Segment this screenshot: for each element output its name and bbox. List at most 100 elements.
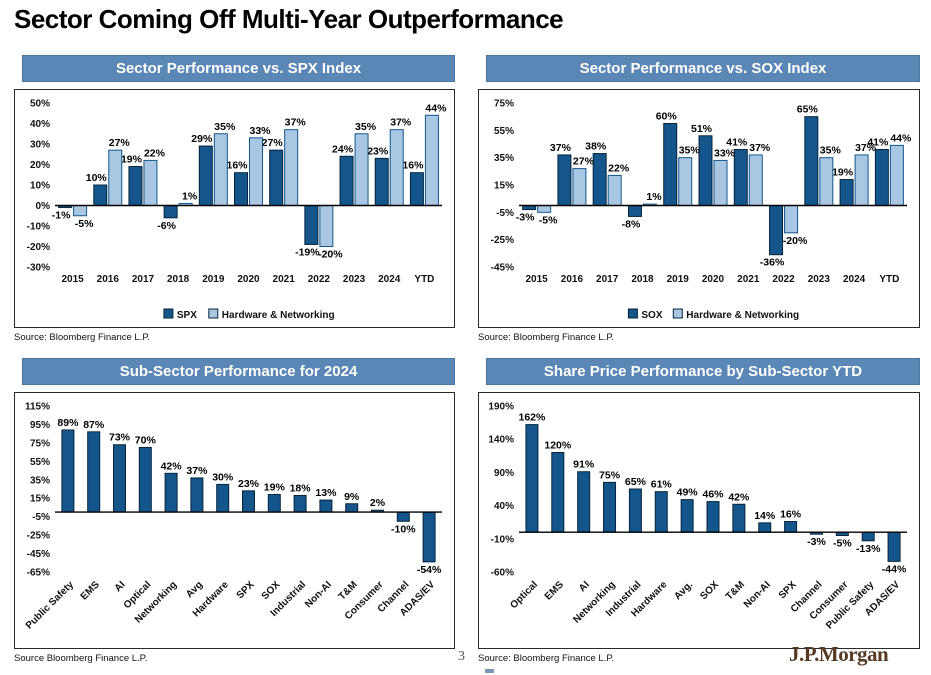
svg-text:140%: 140% bbox=[488, 435, 514, 446]
svg-text:65%: 65% bbox=[797, 104, 819, 116]
svg-text:-19%: -19% bbox=[295, 246, 320, 258]
svg-text:75%: 75% bbox=[599, 469, 621, 481]
bottom-edge-artifact bbox=[485, 669, 494, 673]
page-title: Sector Coming Off Multi-Year Outperforma… bbox=[14, 4, 564, 34]
svg-text:190%: 190% bbox=[488, 402, 514, 413]
svg-text:23%: 23% bbox=[238, 478, 260, 490]
svg-text:Optical: Optical bbox=[508, 579, 540, 611]
svg-text:-5%: -5% bbox=[75, 218, 94, 230]
svg-text:42%: 42% bbox=[161, 460, 183, 472]
chart-panel-spx: 50% 40% 30% 20% 10% 0% -10% -20% -30% -1% 10% 19% -6… bbox=[14, 89, 455, 328]
svg-text:-1%: -1% bbox=[52, 210, 71, 222]
svg-text:19%: 19% bbox=[832, 167, 854, 179]
svg-text:SPX: SPX bbox=[177, 310, 197, 321]
svg-text:22%: 22% bbox=[144, 147, 166, 159]
source-label-subsector-ytd: Source: Bloomberg Finance L.P. bbox=[478, 653, 615, 664]
svg-text:13%: 13% bbox=[315, 487, 337, 499]
svg-text:Hardware & Networking: Hardware & Networking bbox=[686, 310, 799, 321]
svg-text:-20%: -20% bbox=[318, 249, 343, 261]
svg-text:SOX: SOX bbox=[260, 579, 283, 602]
svg-text:-25%: -25% bbox=[27, 531, 50, 542]
svg-text:60%: 60% bbox=[656, 111, 678, 123]
svg-text:2018: 2018 bbox=[167, 274, 190, 285]
svg-text:41%: 41% bbox=[867, 136, 889, 148]
svg-text:-10%: -10% bbox=[27, 222, 50, 233]
svg-text:24%: 24% bbox=[332, 143, 354, 155]
svg-text:44%: 44% bbox=[425, 102, 447, 114]
svg-text:T&M: T&M bbox=[337, 579, 360, 602]
spx-bar-chart: 50% 40% 30% 20% 10% 0% -10% -20% -30% -1% 10% 19% -6… bbox=[27, 99, 447, 322]
svg-text:120%: 120% bbox=[544, 439, 572, 451]
svg-text:49%: 49% bbox=[677, 487, 699, 499]
svg-text:16%: 16% bbox=[402, 160, 424, 172]
chart-panel-subsector-ytd: 190% 140% 90% 40% -10% -60% 162% 120% 91% 75% 65% 6… bbox=[478, 392, 920, 649]
svg-text:-25%: -25% bbox=[491, 235, 514, 246]
svg-text:-5%: -5% bbox=[32, 512, 50, 523]
chart-section-subsector-ytd: Share Price Performance by Sub-Sector YT… bbox=[478, 358, 920, 664]
svg-text:2021: 2021 bbox=[737, 274, 760, 285]
svg-text:33%: 33% bbox=[714, 147, 736, 159]
svg-text:2022: 2022 bbox=[308, 274, 331, 285]
svg-text:51%: 51% bbox=[691, 123, 713, 135]
svg-text:29%: 29% bbox=[191, 133, 213, 145]
svg-text:AI: AI bbox=[113, 579, 128, 594]
svg-text:27%: 27% bbox=[262, 137, 284, 149]
svg-text:87%: 87% bbox=[83, 419, 105, 431]
svg-text:41%: 41% bbox=[726, 136, 748, 148]
svg-text:2018: 2018 bbox=[631, 274, 654, 285]
svg-text:55%: 55% bbox=[494, 126, 514, 137]
svg-text:42%: 42% bbox=[728, 491, 750, 503]
svg-text:2024: 2024 bbox=[843, 274, 866, 285]
jpmorgan-logo: J.P.Morgan bbox=[789, 642, 889, 666]
svg-text:35%: 35% bbox=[214, 121, 236, 133]
chart-header-subsector-ytd: Share Price Performance by Sub-Sector YT… bbox=[486, 358, 920, 385]
svg-text:Avg: Avg bbox=[184, 579, 205, 600]
svg-text:2022: 2022 bbox=[772, 274, 795, 285]
svg-text:2023: 2023 bbox=[343, 274, 366, 285]
page-number: 3 bbox=[458, 649, 465, 664]
svg-text:20%: 20% bbox=[30, 160, 50, 171]
svg-text:2021: 2021 bbox=[273, 274, 296, 285]
svg-text:-13%: -13% bbox=[856, 543, 881, 555]
svg-text:90%: 90% bbox=[494, 468, 514, 479]
svg-text:35%: 35% bbox=[30, 475, 50, 486]
svg-text:SOX: SOX bbox=[641, 310, 662, 321]
svg-text:91%: 91% bbox=[573, 459, 595, 471]
chart-header-subsector-2024: Sub-Sector Performance for 2024 bbox=[22, 358, 455, 385]
svg-text:40%: 40% bbox=[30, 119, 50, 130]
svg-text:SOX: SOX bbox=[698, 579, 721, 602]
svg-text:44%: 44% bbox=[890, 132, 912, 144]
svg-text:37%: 37% bbox=[855, 142, 877, 154]
svg-text:-65%: -65% bbox=[27, 568, 50, 579]
svg-text:38%: 38% bbox=[585, 141, 607, 153]
source-label-sox: Source: Bloomberg Finance L.P. bbox=[478, 332, 615, 343]
svg-text:EMS: EMS bbox=[79, 579, 102, 602]
svg-text:-36%: -36% bbox=[760, 257, 785, 269]
svg-text:15%: 15% bbox=[494, 181, 514, 192]
svg-text:30%: 30% bbox=[30, 140, 50, 151]
svg-text:61%: 61% bbox=[651, 479, 673, 491]
svg-text:-5%: -5% bbox=[496, 208, 514, 219]
svg-text:2015: 2015 bbox=[526, 274, 549, 285]
svg-text:-45%: -45% bbox=[27, 549, 50, 560]
svg-text:27%: 27% bbox=[573, 156, 595, 168]
svg-text:75%: 75% bbox=[494, 99, 514, 110]
svg-text:-3%: -3% bbox=[516, 212, 535, 224]
svg-text:-5%: -5% bbox=[539, 214, 558, 226]
svg-text:EMS: EMS bbox=[543, 579, 566, 602]
svg-text:19%: 19% bbox=[121, 154, 143, 166]
svg-text:37%: 37% bbox=[285, 117, 307, 129]
svg-text:73%: 73% bbox=[109, 432, 131, 444]
svg-text:30%: 30% bbox=[212, 471, 234, 483]
svg-text:23%: 23% bbox=[367, 145, 389, 157]
svg-text:2019: 2019 bbox=[202, 274, 225, 285]
svg-text:55%: 55% bbox=[30, 457, 50, 468]
svg-text:115%: 115% bbox=[25, 402, 50, 413]
svg-text:-54%: -54% bbox=[417, 564, 442, 576]
svg-text:YTD: YTD bbox=[879, 274, 899, 285]
svg-text:75%: 75% bbox=[30, 438, 50, 449]
svg-text:10%: 10% bbox=[30, 181, 50, 192]
svg-text:-44%: -44% bbox=[882, 563, 907, 575]
svg-text:89%: 89% bbox=[57, 417, 79, 429]
